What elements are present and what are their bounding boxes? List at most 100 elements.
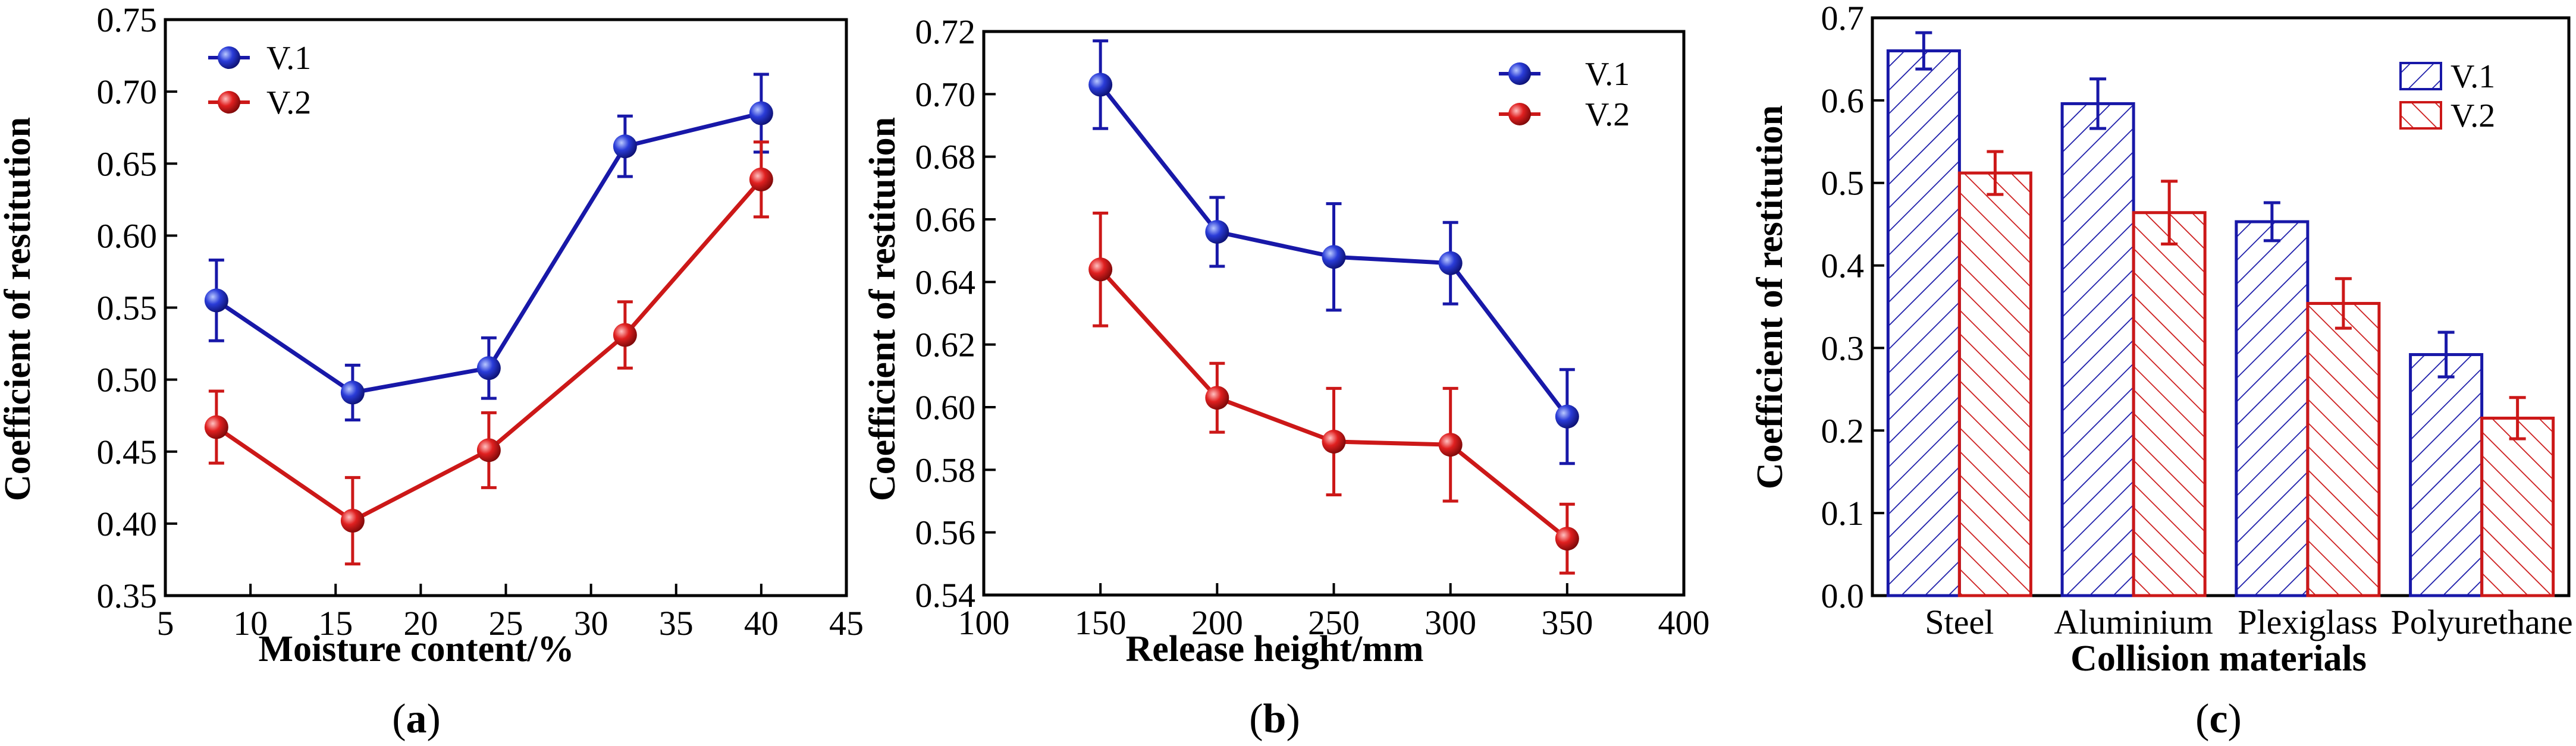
panel-c-caption-letter: c xyxy=(2209,696,2227,742)
legend-marker-v2 xyxy=(1508,103,1531,125)
y-tick-label: 0.65 xyxy=(97,144,158,183)
panel-c-plot: 0.0 0.1 0.2 0.3 0.4 0.5 0.6 0.7 Steel Aluminium Pl… xyxy=(1821,0,2573,641)
legend-label-v2: V.2 xyxy=(2451,97,2495,134)
category-label: Polyurethane xyxy=(2391,603,2573,641)
bar-s2 xyxy=(2306,301,2381,597)
y-tick-label: 0.56 xyxy=(915,514,976,552)
y-tick-label: 0.60 xyxy=(915,388,976,427)
panel-c-legend: V.1 V.2 xyxy=(2399,58,2495,134)
y-tick-label: 0.45 xyxy=(97,433,158,471)
x-tick-label: 350 xyxy=(1541,603,1593,642)
y-tick-label: 0.6 xyxy=(1821,81,1865,120)
data-point-s1 xyxy=(1088,73,1113,97)
plot-frame xyxy=(1871,16,2571,597)
data-point-s2 xyxy=(1322,429,1346,454)
panel-c-ylabel: Coefficient of restitution xyxy=(1750,105,1790,489)
x-tick-label: 20 xyxy=(403,604,438,643)
y-tick-label: 0.3 xyxy=(1821,329,1865,367)
panel-b-plot: 0.54 0.56 0.58 0.60 0.62 0.64 0.66 0.68 0.70 0.72… xyxy=(915,12,1710,642)
y-tick-label: 0.35 xyxy=(97,577,158,615)
data-point-s2 xyxy=(613,323,637,347)
x-tick-label: 10 xyxy=(233,604,268,643)
data-point-s2 xyxy=(476,438,501,462)
bar-s2 xyxy=(1957,171,2032,597)
panel-b-caption-letter: b xyxy=(1263,696,1287,742)
category-label: Plexiglass xyxy=(2238,603,2377,641)
x-tick-label: 100 xyxy=(958,603,1010,642)
y-tick-label: 0.55 xyxy=(97,289,158,328)
data-point-s2 xyxy=(340,509,365,533)
y-tick-label: 0.70 xyxy=(915,75,976,114)
data-point-s1 xyxy=(1555,404,1579,429)
bar-s1 xyxy=(1886,49,1961,597)
y-tick-label: 0.4 xyxy=(1821,247,1865,285)
x-tick-label: 300 xyxy=(1425,603,1476,642)
data-point-s1 xyxy=(476,356,501,380)
y-tick-label: 0.1 xyxy=(1821,494,1865,533)
legend-label-v2: V.2 xyxy=(1585,96,1630,133)
y-tick-label: 0.50 xyxy=(97,361,158,399)
x-tick-label: 25 xyxy=(489,604,523,643)
data-point-s2 xyxy=(1205,386,1229,410)
data-point-s1 xyxy=(749,101,773,125)
x-tick-label: 45 xyxy=(829,604,864,643)
y-tick-label: 0.68 xyxy=(915,138,976,177)
panel-b-ylabel: Coefficient of restitution xyxy=(862,117,903,501)
y-tick-label: 0.5 xyxy=(1821,164,1865,203)
legend-label-v1: V.1 xyxy=(1585,56,1630,93)
legend-marker-v1 xyxy=(218,46,240,69)
y-tick-label: 0.54 xyxy=(915,576,976,615)
x-tick-label: 400 xyxy=(1658,603,1710,642)
y-tick-label: 0.60 xyxy=(97,216,158,255)
x-tick-label: 40 xyxy=(744,604,779,643)
y-tick-label: 0.40 xyxy=(97,505,158,543)
data-point-s1 xyxy=(204,288,228,313)
data-point-s2 xyxy=(1438,433,1463,457)
panel-a-legend: V.1 V.2 xyxy=(208,40,311,121)
panel-a-ylabel: Coefficient of restitution xyxy=(0,117,38,501)
x-tick-label: 15 xyxy=(318,604,353,643)
y-tick-label: 0.62 xyxy=(915,326,976,364)
category-label: Aluminium xyxy=(2054,603,2213,641)
panel-b-caption: (b) xyxy=(1249,696,1300,742)
y-tick-label: 0.58 xyxy=(915,451,976,489)
data-point-s2 xyxy=(749,167,773,191)
panel-b: 0.54 0.56 0.58 0.60 0.62 0.64 0.66 0.68 0.70 0.72… xyxy=(862,12,1710,742)
bar-s1 xyxy=(2235,220,2310,597)
y-tick-label: 0.64 xyxy=(915,263,976,301)
x-tick-label: 30 xyxy=(574,604,608,643)
category-label: Steel xyxy=(1925,603,1994,641)
panel-c-xlabel: Collision materials xyxy=(2070,638,2367,679)
legend-label-v1: V.1 xyxy=(2451,58,2495,95)
x-tick-label: 35 xyxy=(659,604,694,643)
panel-a-plot: 0.35 0.40 0.45 0.50 0.55 0.60 0.65 0.70 0.75 5 10 1… xyxy=(97,1,864,643)
y-tick-label: 0.75 xyxy=(97,1,158,39)
panel-a-xlabel: Moisture content/% xyxy=(259,629,575,669)
data-point-s2 xyxy=(1088,257,1113,282)
data-point-s1 xyxy=(340,380,365,405)
bar-s1 xyxy=(2409,353,2484,597)
panel-c: 0.0 0.1 0.2 0.3 0.4 0.5 0.6 0.7 Steel Aluminium Pl… xyxy=(1750,0,2573,742)
y-tick-label: 0.66 xyxy=(915,200,976,239)
legend-swatch-v2 xyxy=(2399,101,2442,130)
x-tick-label: 200 xyxy=(1191,603,1243,642)
y-tick-label: 0.0 xyxy=(1821,577,1865,615)
panel-b-legend: V.1 V.2 xyxy=(1499,56,1630,133)
bar-s2 xyxy=(2132,211,2207,597)
legend-label-v2: V.2 xyxy=(266,84,311,121)
y-tick-label: 0.72 xyxy=(915,12,976,51)
data-point-s1 xyxy=(613,134,637,159)
plot-frame xyxy=(982,30,1686,597)
legend-marker-v1 xyxy=(1508,62,1531,85)
panel-b-xlabel: Release height/mm xyxy=(1125,629,1423,669)
panel-a: 0.35 0.40 0.45 0.50 0.55 0.60 0.65 0.70 0.75 5 10 1… xyxy=(0,1,864,742)
x-tick-label: 150 xyxy=(1075,603,1127,642)
data-point-s1 xyxy=(1322,245,1346,269)
x-tick-label: 5 xyxy=(157,604,174,643)
data-point-s2 xyxy=(1555,527,1579,551)
y-tick-label: 0.7 xyxy=(1821,0,1865,37)
data-point-s2 xyxy=(204,415,228,439)
y-tick-label: 0.70 xyxy=(97,73,158,111)
bar-s2 xyxy=(2480,416,2555,597)
